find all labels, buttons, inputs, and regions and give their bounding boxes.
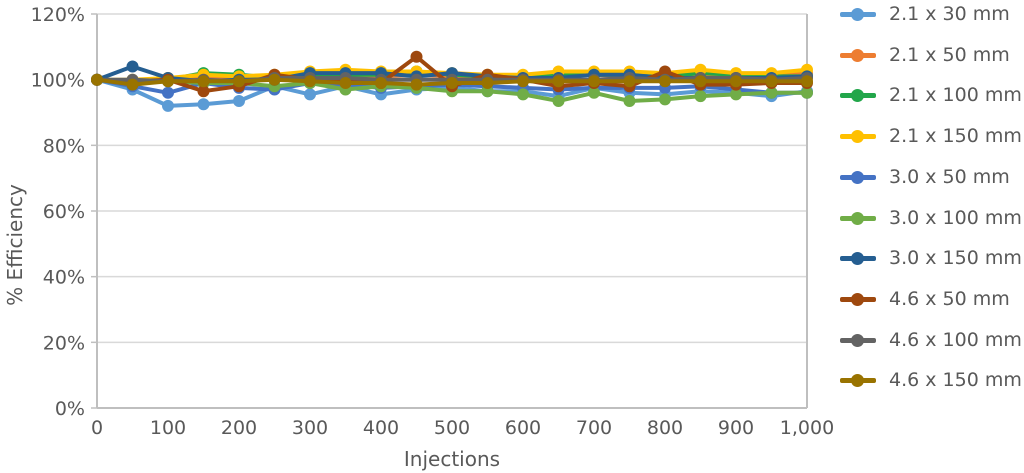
data-point [197,75,210,88]
legend-item: 3.0 x 50 mm [840,164,1010,190]
data-point [481,85,494,98]
data-point [304,88,316,101]
legend-label: 3.0 x 150 mm [889,247,1022,270]
legend-item: 4.6 x 150 mm [840,367,1022,393]
legend-label: 2.1 x 100 mm [889,84,1022,107]
series-4-6-x-150-mm [91,73,813,91]
data-point [446,77,458,89]
data-point [623,75,636,88]
data-point [730,88,742,101]
data-point [588,75,600,88]
legend-item: 4.6 x 100 mm [840,327,1022,353]
data-point [162,86,174,99]
legend-label: 4.6 x 100 mm [889,328,1022,351]
data-point [801,86,813,99]
data-point [730,75,742,88]
legend-line-marker-icon [840,245,876,271]
legend-line-marker-icon [840,286,876,312]
data-point [517,75,529,88]
data-point [91,73,103,86]
data-point [339,77,352,89]
x-tick-label: 700 [576,417,612,439]
data-point [126,60,139,73]
x-tick-label: 1,000 [780,417,834,439]
legend-label: 2.1 x 30 mm [889,3,1010,25]
y-tick-label: 120% [31,4,85,26]
data-point [552,95,565,107]
data-point [659,93,671,106]
legend-line-marker-icon [840,205,876,231]
legend-item: 2.1 x 100 mm [840,82,1022,108]
legend-item: 2.1 x 50 mm [840,42,1010,68]
data-point [126,78,139,91]
legend-item: 3.0 x 100 mm [840,205,1022,231]
legend-item: 2.1 x 150 mm [840,123,1022,149]
y-tick-label: 0% [55,398,85,420]
data-point [197,98,210,111]
y-tick-label: 100% [31,70,85,92]
legend-label: 4.6 x 50 mm [889,287,1010,310]
y-tick-label: 60% [43,201,85,223]
legend-label: 3.0 x 50 mm [889,165,1010,188]
data-point [304,75,316,88]
data-point [375,77,387,89]
legend-item: 2.1 x 30 mm [840,1,1010,27]
y-axis-title: % Efficiency [3,184,27,306]
data-point [517,88,529,101]
data-point [162,99,174,112]
data-point [481,77,494,89]
legend-label: 2.1 x 150 mm [889,125,1022,148]
legend-label: 3.0 x 100 mm [889,206,1022,229]
x-tick-label: 600 [505,417,541,439]
data-point [233,95,245,107]
y-tick-label: 20% [43,332,85,354]
data-point [410,50,423,63]
data-point [659,75,671,88]
data-point [801,75,813,88]
data-point [552,75,565,88]
data-point [162,75,174,88]
data-point [268,73,281,86]
x-axis-tick-labels: 0 100 200 300 400 500 600 700 800 900 1,000 [91,417,834,439]
data-point [694,75,707,88]
data-point [233,75,245,88]
legend-line-marker-icon [840,42,876,68]
x-tick-label: 800 [647,417,683,439]
y-axis-tick-labels: 0% 20% 40% 60% 80% 100% 120% [31,4,85,420]
x-axis-title: Injections [404,447,500,471]
legend-line-marker-icon [840,367,876,393]
data-point [410,78,423,91]
legend-label: 2.1 x 50 mm [889,43,1010,66]
x-tick-label: 0 [91,417,103,439]
data-point [623,95,636,107]
data-series [91,50,813,112]
legend-line-marker-icon [840,164,876,190]
x-tick-label: 500 [434,417,470,439]
x-tick-label: 900 [718,417,754,439]
data-point [765,86,778,99]
legend-item: 3.0 x 150 mm [840,245,1022,271]
data-point [694,63,707,76]
y-tick-label: 40% [43,267,85,289]
data-point [588,86,600,99]
legend-item: 4.6 x 50 mm [840,286,1010,312]
data-point [197,85,210,98]
data-point [659,65,671,78]
x-tick-label: 400 [363,417,399,439]
x-tick-label: 100 [150,417,186,439]
legend-line-marker-icon [840,123,876,149]
x-tick-label: 200 [221,417,257,439]
legend-line-marker-icon [840,1,876,27]
legend-line-marker-icon [840,82,876,108]
legend-label: 4.6 x 150 mm [889,369,1022,392]
legend-line-marker-icon [840,327,876,353]
x-tick-label: 300 [292,417,328,439]
y-tick-label: 80% [43,135,85,157]
data-point [765,75,778,88]
data-point [694,90,707,103]
